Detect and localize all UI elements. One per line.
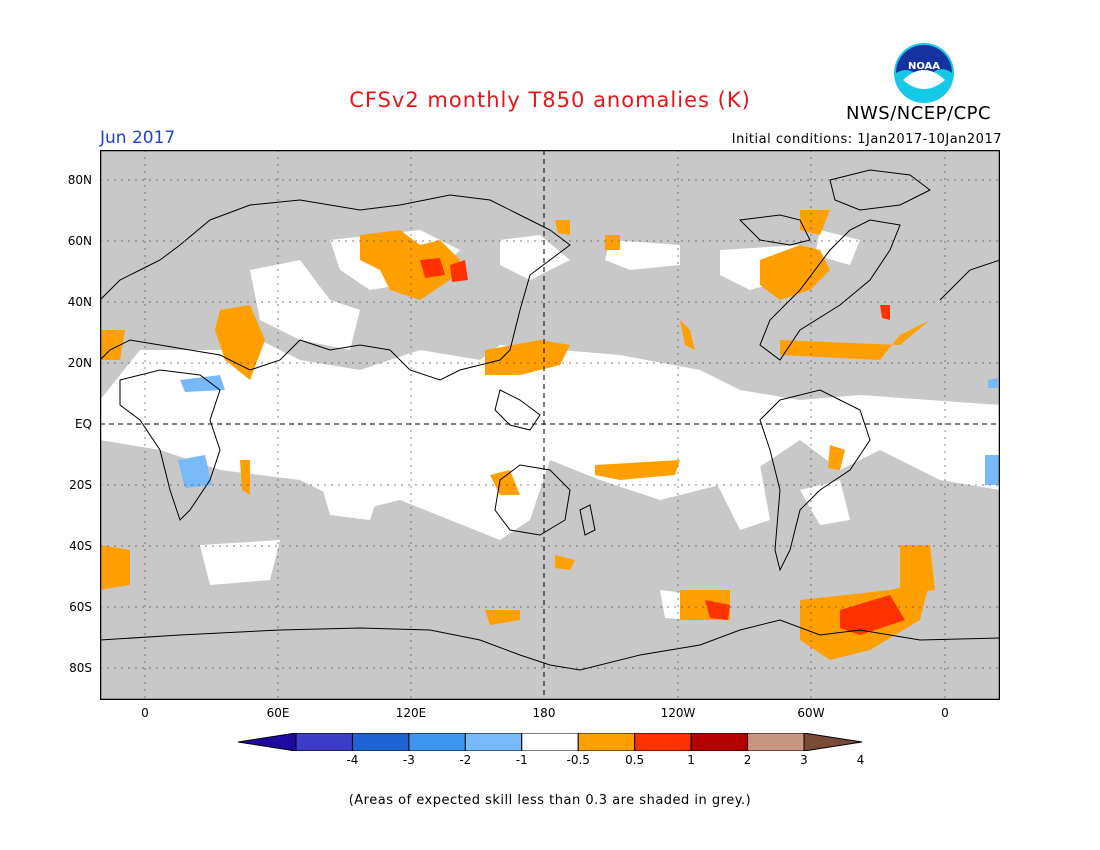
colorbar-swatch xyxy=(521,733,579,751)
lon-label: 0 xyxy=(141,706,149,720)
colorbar-swatch xyxy=(464,733,523,751)
lon-label: 60W xyxy=(797,706,825,720)
colorbar-swatch xyxy=(351,733,410,751)
forecast-period: Jun 2017 xyxy=(100,128,176,148)
lat-label: 40N xyxy=(67,295,92,309)
map-title: CFSv2 monthly T850 anomalies (K) xyxy=(349,88,751,112)
colorbar-tick-label: -4 xyxy=(346,753,359,767)
warm-anomaly-regions xyxy=(100,210,935,660)
map-frame xyxy=(100,150,1000,700)
agency-label: NWS/NCEP/CPC xyxy=(846,103,992,124)
colorbar-tick-label: -1 xyxy=(515,753,528,767)
lat-label: 40S xyxy=(69,539,92,553)
colorbar-high-arrow xyxy=(803,733,862,751)
footnote: (Areas of expected skill less than 0.3 a… xyxy=(348,793,752,808)
lon-label: 180 xyxy=(532,706,556,720)
lat-label: EQ xyxy=(74,417,92,431)
coastlines xyxy=(100,169,1000,671)
lat-label: 20S xyxy=(69,478,92,492)
lon-label: 60E xyxy=(266,706,290,720)
lat-label: 60N xyxy=(67,234,92,248)
lon-label: 0 xyxy=(941,706,949,720)
lat-label: 20N xyxy=(67,356,92,370)
noaa-logo: NOAA xyxy=(894,43,954,103)
colorbar-swatch xyxy=(577,733,636,751)
colorbar-swatch xyxy=(295,733,353,751)
colorbar-swatch xyxy=(408,733,466,751)
lat-label: 60S xyxy=(69,600,92,614)
lat-label: 80S xyxy=(69,661,92,675)
colorbar-tick-label: 3 xyxy=(800,753,808,767)
lat-label: 80N xyxy=(67,173,92,187)
initial-conditions: Initial conditions: 1Jan2017-10Jan2017 xyxy=(731,132,1002,147)
colorbar-tick-label: -0.5 xyxy=(566,753,590,767)
svg-text:NOAA: NOAA xyxy=(908,61,940,72)
colorbar-tick-label: -2 xyxy=(459,753,472,767)
colorbar-tick-label: 1 xyxy=(687,753,695,767)
colorbar-tick-label: 2 xyxy=(743,753,752,767)
colorbar-swatch xyxy=(634,733,692,751)
colorbar-swatch xyxy=(747,733,805,751)
graticule xyxy=(100,150,1000,700)
lon-label: 120W xyxy=(660,706,696,720)
colorbar-tick-label: -3 xyxy=(402,753,415,767)
strong-warm-regions xyxy=(420,258,905,635)
colorbar-tick-label: 0.5 xyxy=(625,753,645,767)
anomaly-map xyxy=(100,150,1000,700)
colorbar-tick-label: 4 xyxy=(856,753,865,767)
lon-label: 120E xyxy=(395,706,427,720)
colorbar xyxy=(238,733,862,751)
colorbar-swatch xyxy=(690,733,749,751)
cold-anomaly-regions xyxy=(178,375,1000,488)
colorbar-low-arrow xyxy=(238,733,297,751)
